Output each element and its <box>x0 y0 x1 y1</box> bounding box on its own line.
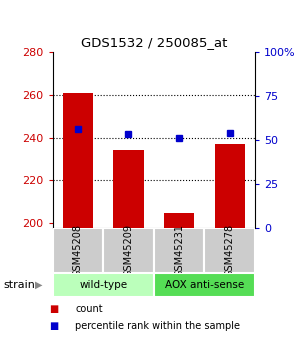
Text: ■: ■ <box>50 321 58 331</box>
Text: ■: ■ <box>50 304 58 314</box>
Bar <box>63 92 93 228</box>
Bar <box>52 273 154 297</box>
Text: wild-type: wild-type <box>79 280 127 289</box>
Text: GSM45209: GSM45209 <box>123 224 134 277</box>
Text: percentile rank within the sample: percentile rank within the sample <box>75 321 240 331</box>
Bar <box>204 228 255 273</box>
Bar <box>52 228 103 273</box>
Bar <box>214 144 245 228</box>
Text: GSM45231: GSM45231 <box>174 224 184 277</box>
Text: GSM45278: GSM45278 <box>225 224 235 277</box>
Bar <box>154 273 255 297</box>
Bar <box>103 228 154 273</box>
Text: AOX anti-sense: AOX anti-sense <box>165 280 244 289</box>
Text: ▶: ▶ <box>35 280 43 289</box>
Bar <box>164 213 194 228</box>
Text: strain: strain <box>3 280 35 289</box>
Text: count: count <box>75 304 103 314</box>
Bar <box>154 228 204 273</box>
Title: GDS1532 / 250085_at: GDS1532 / 250085_at <box>81 36 227 49</box>
Bar <box>113 150 144 228</box>
Text: GSM45208: GSM45208 <box>73 224 83 277</box>
